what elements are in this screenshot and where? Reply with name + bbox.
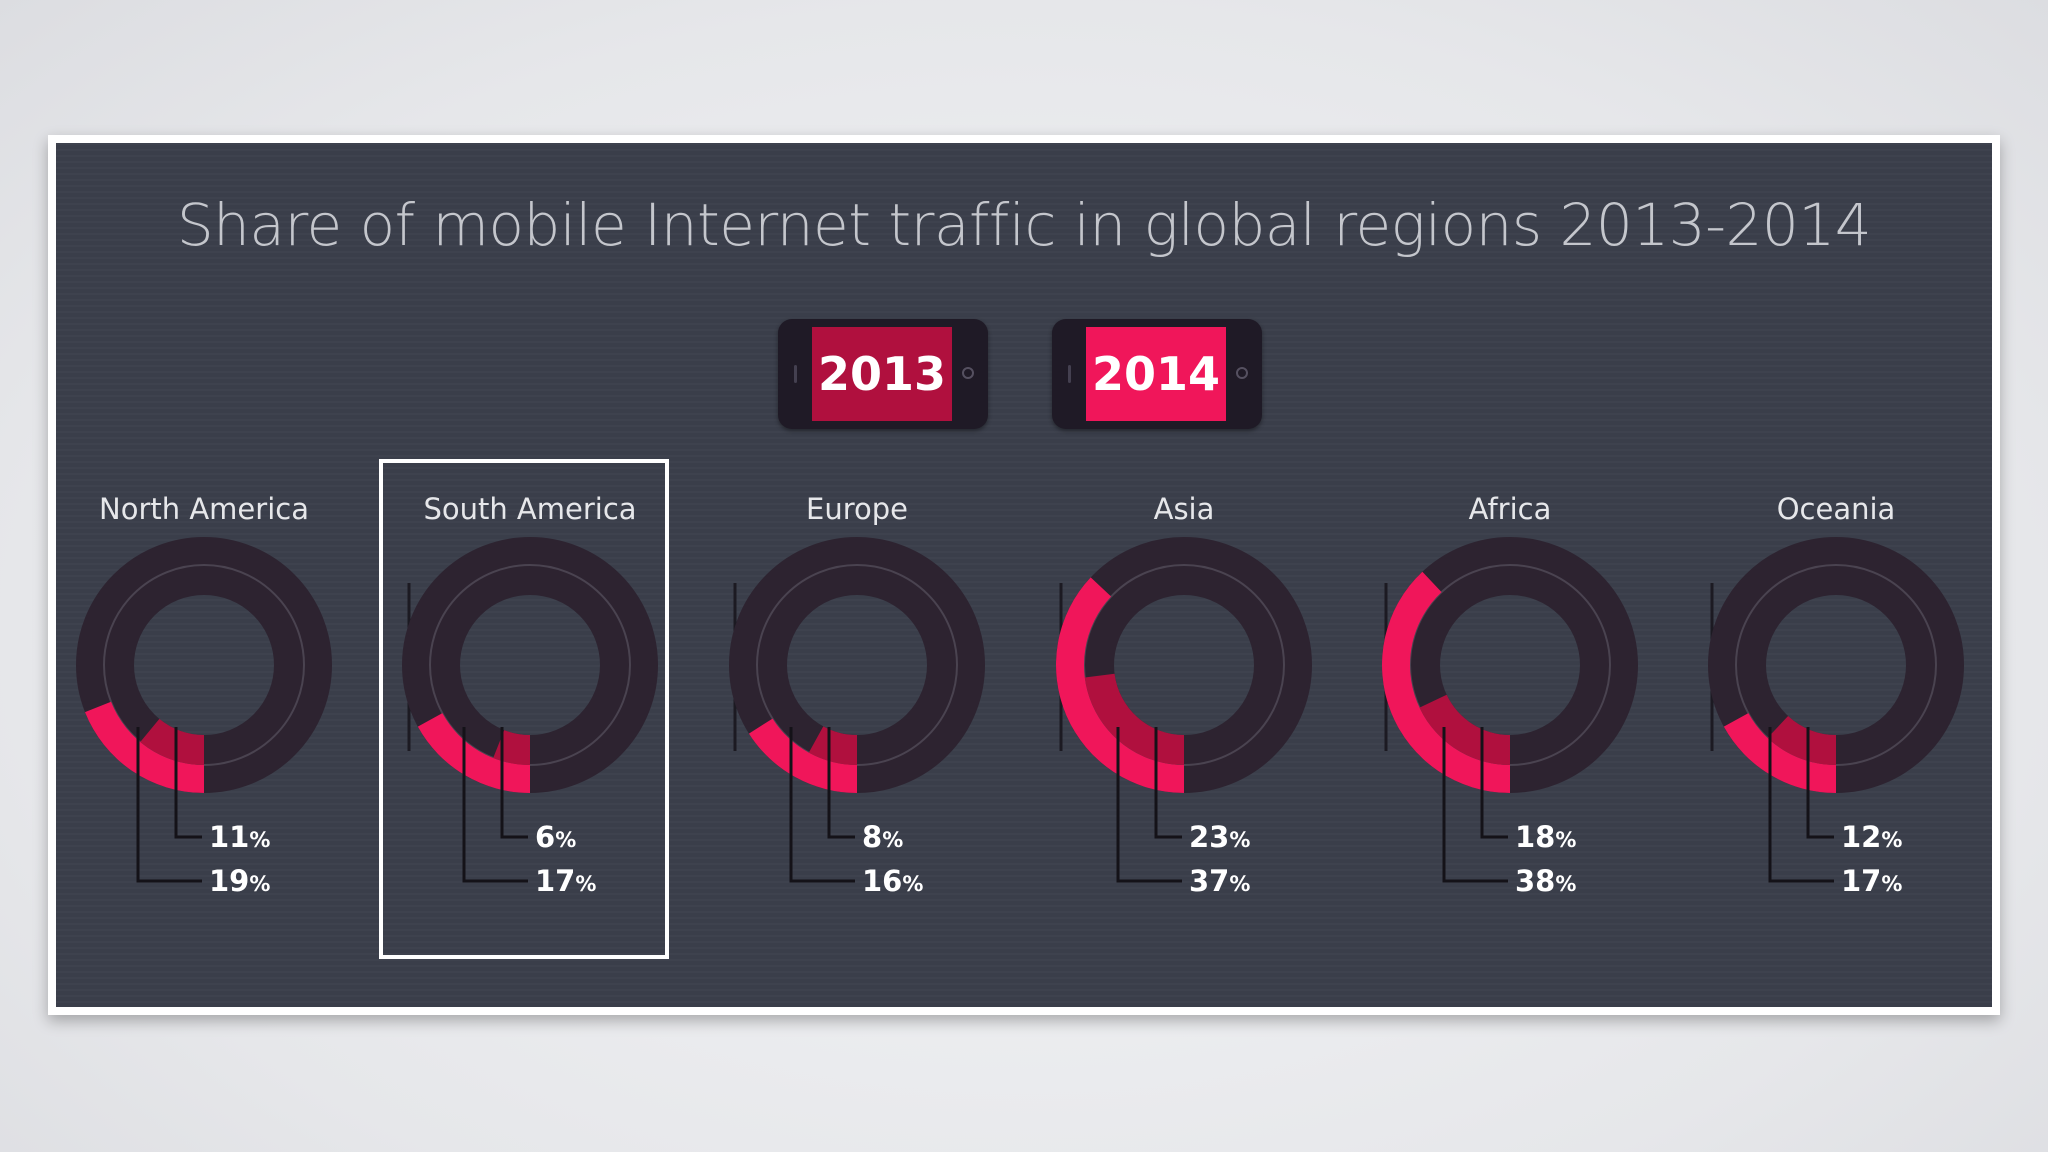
value-2014-africa: 38% <box>1515 864 1576 898</box>
donut-2013-segment-asia <box>1084 673 1184 765</box>
region-label-oceania: Oceania <box>1777 492 1896 526</box>
donut-track-oceania <box>1708 537 1964 793</box>
value-2013-north-america: 11% <box>209 820 270 854</box>
leader-line-2014 <box>136 727 202 883</box>
region-label-asia: Asia <box>1154 492 1215 526</box>
infographic-panel: Share of mobile Internet traffic in glob… <box>56 143 1992 1007</box>
phone-home-button-icon <box>1236 367 1248 379</box>
leader-line-2014 <box>789 727 855 883</box>
value-2014-south-america: 17% <box>535 864 596 898</box>
value-2014-europe: 16% <box>862 864 923 898</box>
year-2013-button[interactable]: 2013 <box>778 319 988 429</box>
leader-line-2013 <box>1480 727 1508 839</box>
value-2014-asia: 37% <box>1189 864 1250 898</box>
value-2013-south-america: 6% <box>535 820 576 854</box>
donut-2013-segment-oceania <box>1767 716 1836 765</box>
year-2014-label: 2014 <box>1086 327 1226 421</box>
region-label-north-america: North America <box>99 492 309 526</box>
leader-line-2014 <box>1442 727 1508 883</box>
donut-2013-segment-europe <box>808 726 857 765</box>
value-2013-asia: 23% <box>1189 820 1250 854</box>
leader-line-2014 <box>1768 727 1834 883</box>
phone-slot-icon <box>1068 365 1071 383</box>
donut-charts: North America 11% 19% South America 6% 17% Eur… <box>76 492 1964 898</box>
value-2013-europe: 8% <box>862 820 903 854</box>
donut-2013-segment-north-america <box>140 718 204 765</box>
slide-frame: Share of mobile Internet traffic in glob… <box>48 135 2000 1015</box>
region-label-south-america: South America <box>423 492 636 526</box>
value-2013-oceania: 12% <box>1841 820 1902 854</box>
value-2014-oceania: 17% <box>1841 864 1902 898</box>
region-label-africa: Africa <box>1469 492 1552 526</box>
donut-track-europe <box>729 537 985 793</box>
year-2013-label: 2013 <box>812 327 952 421</box>
value-2014-north-america: 19% <box>209 864 270 898</box>
chart-title: Share of mobile Internet traffic in glob… <box>176 191 1872 259</box>
leader-line-2013 <box>500 727 528 839</box>
region-label-europe: Europe <box>806 492 908 526</box>
phone-slot-icon <box>794 365 797 383</box>
donut-track-north-america <box>76 537 332 793</box>
phone-home-button-icon <box>962 367 974 379</box>
leader-line-2014 <box>1116 727 1182 883</box>
leader-line-2014 <box>462 727 528 883</box>
value-2013-africa: 18% <box>1515 820 1576 854</box>
highlight-box <box>379 459 669 959</box>
donut-2014-segment-asia <box>1055 577 1184 794</box>
donut-2013-segment-africa <box>1419 694 1510 765</box>
leader-line-2013 <box>174 727 202 839</box>
leader-line-2013 <box>1154 727 1182 839</box>
leader-line-2013 <box>827 727 855 839</box>
leader-line-2013 <box>1806 727 1834 839</box>
donut-2014-segment-africa <box>1382 571 1510 793</box>
donut-2014-segment-north-america <box>84 701 204 793</box>
year-2014-button[interactable]: 2014 <box>1052 319 1262 429</box>
